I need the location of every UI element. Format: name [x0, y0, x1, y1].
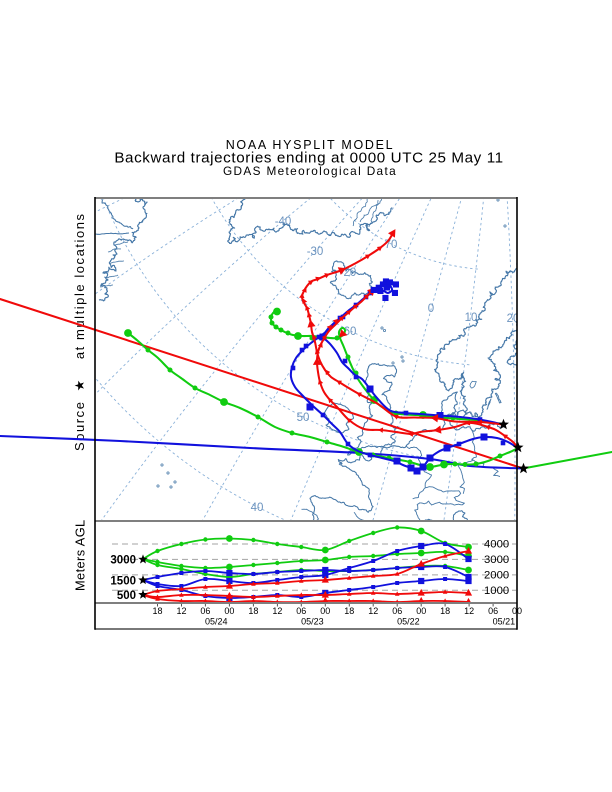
svg-text:4000: 4000: [484, 539, 509, 551]
svg-text:12: 12: [272, 606, 282, 616]
svg-text:1000: 1000: [484, 585, 509, 597]
svg-text:2000: 2000: [484, 570, 509, 582]
svg-text:12: 12: [368, 606, 378, 616]
svg-text:70: 70: [385, 239, 398, 251]
svg-text:00: 00: [320, 606, 330, 616]
svg-text:50: 50: [297, 412, 310, 424]
svg-text:18: 18: [152, 606, 162, 616]
svg-text:12: 12: [176, 606, 186, 616]
svg-text:18: 18: [440, 606, 450, 616]
svg-text:18: 18: [344, 606, 354, 616]
svg-text:06: 06: [392, 606, 402, 616]
svg-text:10: 10: [465, 312, 478, 324]
svg-text:06: 06: [200, 606, 210, 616]
svg-text:06: 06: [296, 606, 306, 616]
svg-text:0: 0: [428, 303, 434, 315]
svg-text:06: 06: [488, 606, 498, 616]
svg-text:20: 20: [507, 313, 520, 325]
svg-text:00: 00: [224, 606, 234, 616]
svg-text:3000: 3000: [110, 555, 136, 567]
svg-text:-40: -40: [275, 216, 292, 228]
svg-text:Meters AGL: Meters AGL: [73, 519, 88, 591]
svg-text:00: 00: [416, 606, 426, 616]
svg-text:18: 18: [248, 606, 258, 616]
svg-text:05/21: 05/21: [493, 617, 516, 627]
svg-text:NOAA HYSPLIT MODEL: NOAA HYSPLIT MODEL: [226, 138, 395, 152]
svg-text:05/24: 05/24: [205, 617, 228, 627]
svg-text:GDAS Meteorological Data: GDAS Meteorological Data: [223, 164, 397, 178]
svg-text:05/22: 05/22: [397, 617, 420, 627]
svg-text:Backward trajectories ending a: Backward trajectories ending at 0000 UTC…: [114, 150, 503, 167]
svg-text:3000: 3000: [484, 554, 509, 566]
svg-text:12: 12: [464, 606, 474, 616]
svg-text:Source ★at multiple locations: Source ★at multiple locations: [72, 212, 87, 451]
svg-text:500: 500: [117, 590, 136, 602]
svg-text:1500: 1500: [110, 576, 136, 588]
svg-text:40: 40: [251, 502, 264, 514]
svg-text:-30: -30: [307, 246, 324, 258]
svg-text:05/23: 05/23: [301, 617, 324, 627]
